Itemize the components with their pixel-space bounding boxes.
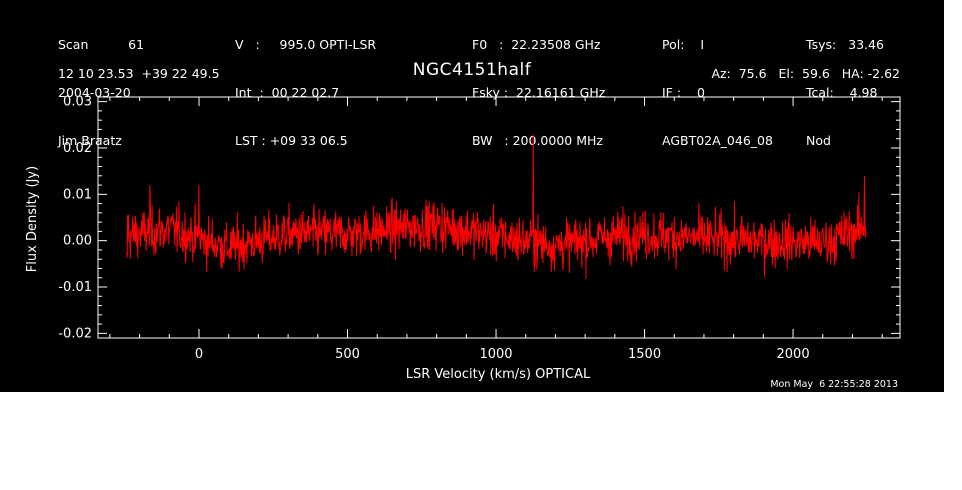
tcal-label: Tcal: 4.98 xyxy=(806,85,878,100)
y-tick-label: 0.03 xyxy=(63,95,92,110)
header-col-velocity: V : 995.0 OPTI-LSR Int : 00 22 02.7 LST … xyxy=(235,5,376,181)
x-tick-label: 1500 xyxy=(628,347,661,362)
timestamp: Mon May 6 22:55:28 2013 xyxy=(770,379,898,390)
bandwidth-label: BW : 200.0000 MHz xyxy=(472,133,603,148)
integration-label: Int : 00 22 02.7 xyxy=(235,85,340,100)
f0-label: F0 : 22.23508 GHz xyxy=(472,37,601,52)
date-label: 2004-03-20 xyxy=(58,85,131,100)
x-tick-label: 1000 xyxy=(479,347,512,362)
pointing-angles: Az: 75.6 El: 59.6 HA: -2.62 xyxy=(711,66,900,81)
y-tick-label: 0.01 xyxy=(63,187,92,202)
spectrum-series-line xyxy=(125,134,867,280)
spectrum-chart: 0 500 1000 1500 2000 -0.02 -0.01 0.00 0.01 0.02 0.… xyxy=(25,95,901,382)
y-axis-label: Flux Density (Jy) xyxy=(25,166,40,272)
axes-layer: 0 500 1000 1500 2000 -0.02 -0.01 0.00 0.01 0.02 0.… xyxy=(58,95,901,362)
x-axis-label: LSR Velocity (km/s) OPTICAL xyxy=(406,367,591,382)
observer-label: Jim Braatz xyxy=(58,133,122,148)
header-col-frequency: F0 : 22.23508 GHz Fsky : 22.16161 GHz BW… xyxy=(472,5,605,181)
tsys-label: Tsys: 33.46 xyxy=(806,37,884,52)
x-tick-label: 500 xyxy=(335,347,360,362)
y-tick-label: -0.01 xyxy=(58,280,92,295)
pol-label: Pol: I xyxy=(662,37,705,52)
if-label: IF : 0 xyxy=(662,85,705,100)
fsky-label: Fsky : 22.16161 GHz xyxy=(472,85,606,100)
project-label: AGBT02A_046_08 xyxy=(662,133,773,148)
header-col-pol: Pol: I IF : 0 AGBT02A_046_08 xyxy=(662,5,773,181)
header-col-scan: Scan 61 2004-03-20 Jim Braatz xyxy=(58,5,144,181)
plot-frame xyxy=(97,96,901,339)
y-tick-label: -0.02 xyxy=(58,326,92,341)
header-col-tsys: Tsys: 33.46 Tcal: 4.98 Nod xyxy=(806,5,884,181)
x-tick-label: 0 xyxy=(195,347,203,362)
y-tick-label: 0.00 xyxy=(63,234,92,249)
nod-label: Nod xyxy=(806,133,831,148)
velocity-label: V : 995.0 OPTI-LSR xyxy=(235,37,377,52)
series-layer xyxy=(125,134,867,280)
source-coordinates: 12 10 23.53 +39 22 49.5 xyxy=(58,66,220,81)
plot-panel: Scan 61 2004-03-20 Jim Braatz V : 995.0 … xyxy=(0,0,944,392)
x-tick-label: 2000 xyxy=(777,347,810,362)
chart-title: NGC4151half xyxy=(412,60,532,80)
scan-label: Scan 61 xyxy=(58,37,145,52)
lst-label: LST : +09 33 06.5 xyxy=(235,133,348,148)
y-tick-label: 0.02 xyxy=(63,141,92,156)
